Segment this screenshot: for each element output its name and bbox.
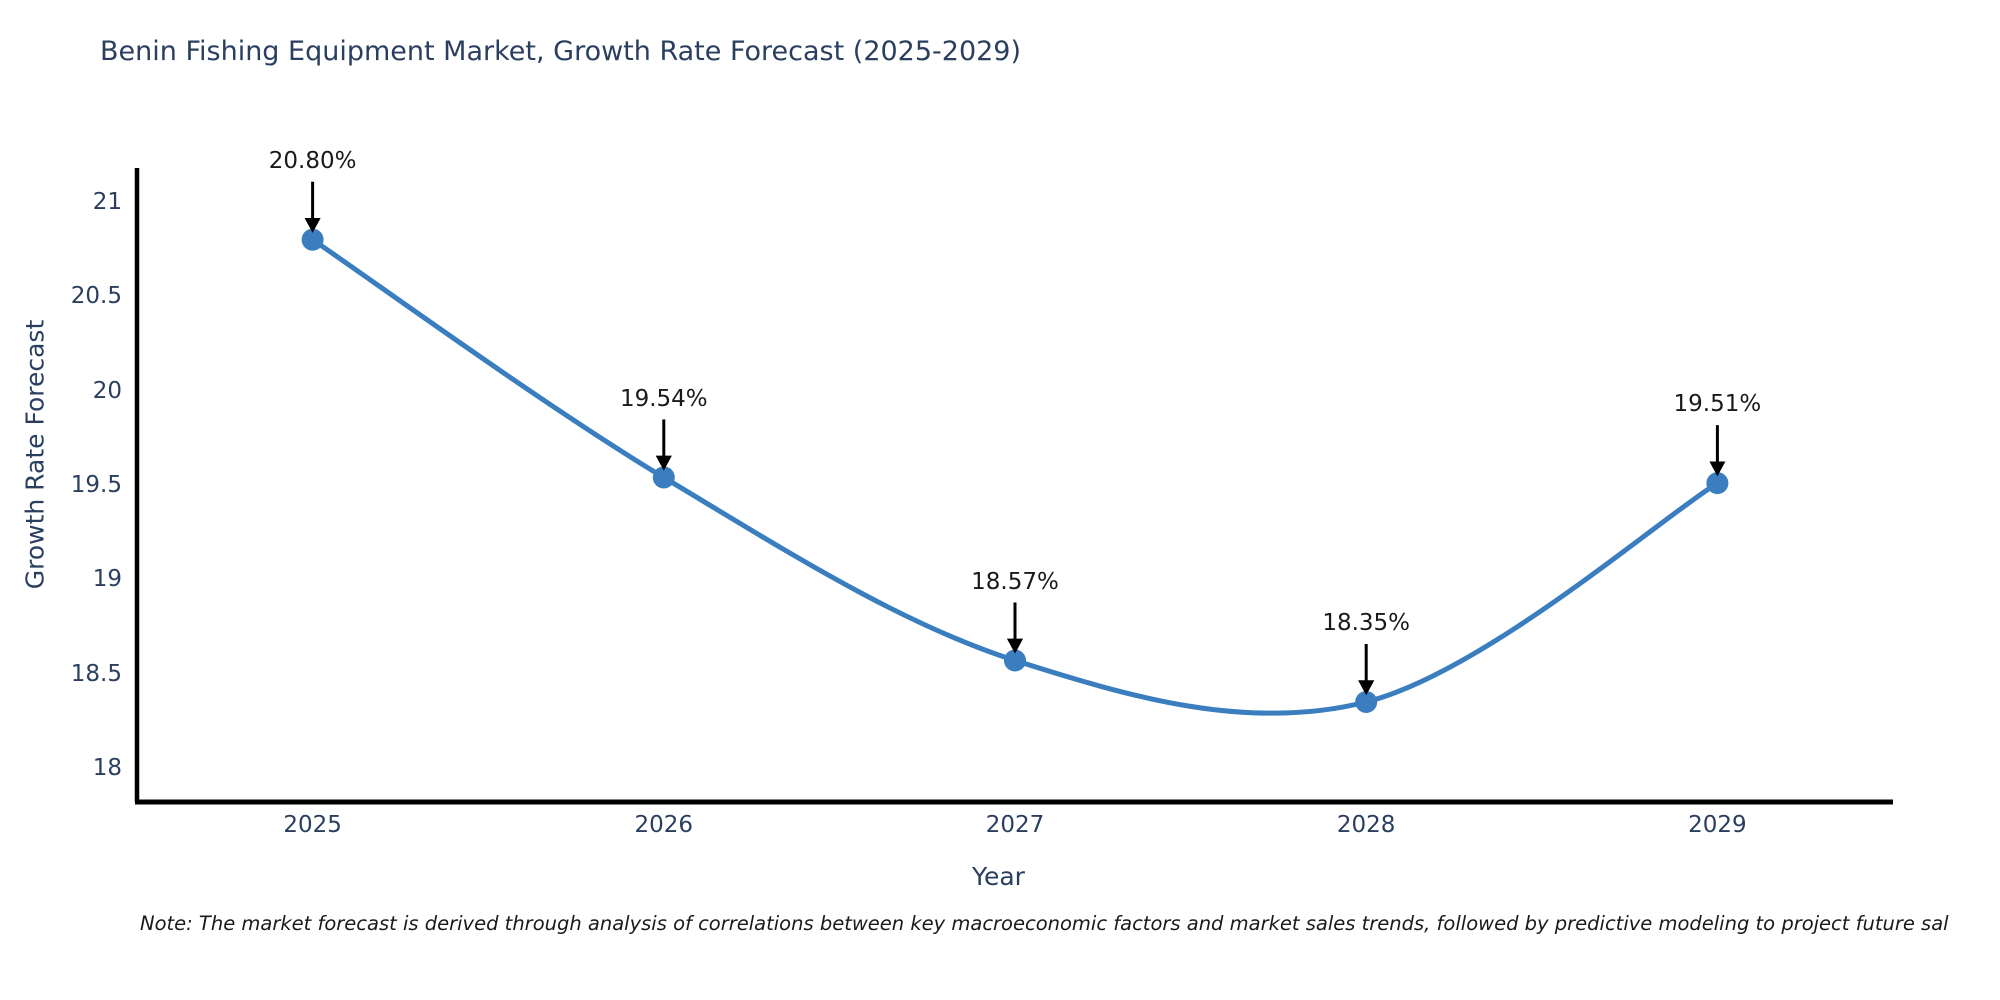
x-axis-tick-label: 2027 <box>985 812 1045 838</box>
x-axis-title: Year <box>0 862 2000 891</box>
data-point-marker[interactable] <box>1004 649 1026 672</box>
y-axis-tick-label: 20.5 <box>70 283 122 310</box>
data-point-marker[interactable] <box>301 228 324 251</box>
y-axis-tick-label: 19.5 <box>70 472 122 498</box>
x-axis-tick-label: 2028 <box>1336 812 1396 838</box>
data-point-marker[interactable] <box>1706 472 1729 495</box>
chart-footnote: Note: The market forecast is derived thr… <box>140 912 1949 935</box>
y-axis-tick-label: 20 <box>92 377 122 404</box>
data-point-label: 20.80% <box>268 147 357 174</box>
data-point-marker[interactable] <box>652 466 675 489</box>
y-axis-tick-label: 18.5 <box>70 660 122 687</box>
x-axis-tick-label: 2026 <box>634 812 694 838</box>
x-axis-tick-label: 2029 <box>1688 812 1747 838</box>
data-point-label: 19.51% <box>1673 391 1762 418</box>
y-axis-title: Growth Rate Forecast <box>20 319 50 590</box>
data-point-label: 18.57% <box>971 568 1059 595</box>
data-point-label: 19.54% <box>619 385 708 412</box>
chart-title: Benin Fishing Equipment Market, Growth R… <box>100 36 1022 67</box>
x-axis-tick-label: 2025 <box>283 812 342 838</box>
data-point-label: 18.35% <box>1322 610 1411 636</box>
y-axis-tick-label: 19 <box>92 566 122 593</box>
x-axis-title-text: Year <box>972 862 1025 891</box>
data-point-markers <box>301 228 1729 713</box>
y-axis-tick-label: 18 <box>92 755 122 781</box>
data-point-marker[interactable] <box>1355 690 1378 713</box>
annotation-arrows <box>304 181 1726 696</box>
y-axis-tick-label: 21 <box>92 189 122 215</box>
